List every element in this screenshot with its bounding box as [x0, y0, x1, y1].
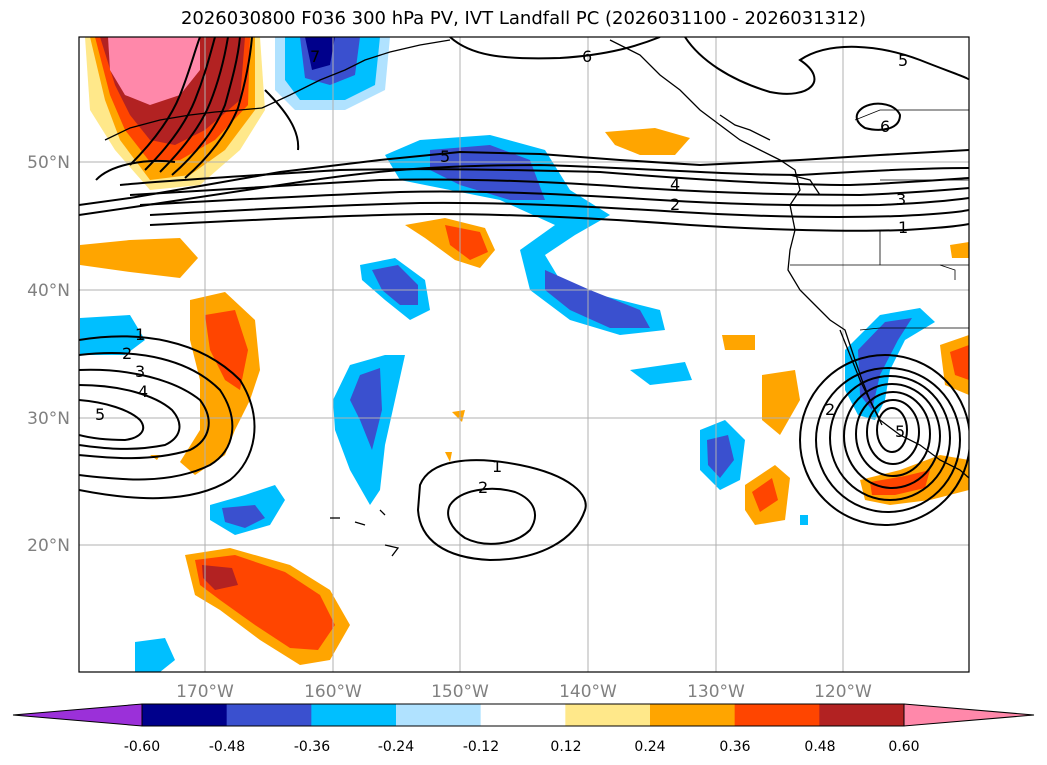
colorbar-bin — [226, 704, 312, 726]
lon-label: 160°W — [304, 682, 362, 702]
colorbar-bin — [734, 704, 820, 726]
contour-labels: 5 4 2 1 3 6 5 6 7 1 2 3 4 5 1 2 2 5 — [95, 47, 908, 497]
lon-label: 130°W — [687, 682, 745, 702]
lat-label: 50°N — [27, 153, 70, 173]
contour-label: 2 — [825, 400, 835, 419]
contour-label: 5 — [95, 405, 105, 424]
lon-label: 150°W — [431, 682, 489, 702]
colorbar-tick-label: -0.36 — [294, 739, 330, 755]
colorbar-outline-right — [903, 703, 1035, 727]
colorbar-outline-left — [12, 703, 143, 727]
colorbar-tick-label: -0.24 — [378, 739, 414, 755]
colorbar-ticks: -0.60 -0.48 -0.36 -0.24 -0.12 0.12 0.24 … — [124, 739, 920, 755]
contour-label: 2 — [478, 478, 488, 497]
contour-label: 3 — [135, 362, 145, 381]
contour-label: 6 — [582, 47, 592, 66]
colorbar-tick-label: 0.48 — [804, 739, 835, 755]
colorbar-bin — [650, 704, 736, 726]
lat-label: 40°N — [27, 281, 70, 301]
colorbar-tick-label: 0.24 — [634, 739, 665, 755]
map-border — [78, 36, 970, 673]
contour-label: 5 — [440, 147, 450, 166]
contour-label: 5 — [898, 51, 908, 70]
contour-label: 3 — [896, 190, 906, 209]
political-borders — [790, 109, 969, 331]
colorbar-tick-label: 0.60 — [888, 739, 919, 755]
colorbar-bin — [480, 704, 566, 726]
contour-label: 6 — [880, 117, 890, 136]
lon-label: 120°W — [814, 682, 872, 702]
colorbar-tick-label: 0.36 — [719, 739, 750, 755]
lon-label: 140°W — [559, 682, 617, 702]
map-title: 2026030800 F036 300 hPa PV, IVT Landfall… — [180, 8, 867, 29]
lat-label: 30°N — [27, 409, 70, 429]
contour-label: 2 — [670, 195, 680, 214]
colorbar-tick-label: -0.60 — [124, 739, 160, 755]
latitude-labels: 50°N 40°N 30°N 20°N — [27, 153, 70, 556]
colorbar-tick-label: -0.48 — [209, 739, 245, 755]
colorbar-extend-left — [13, 704, 142, 726]
colorbar-bin — [311, 704, 397, 726]
colorbar-tick-label: 0.12 — [550, 739, 581, 755]
contour-label: 1 — [492, 457, 502, 476]
contour-label: 7 — [310, 47, 320, 66]
contour-label: 1 — [135, 325, 145, 344]
colorbar-bin — [142, 704, 228, 726]
lon-label: 170°W — [176, 682, 234, 702]
colorbar-extend-right — [904, 704, 1034, 726]
colorbar: -0.60 -0.48 -0.36 -0.24 -0.12 0.12 0.24 … — [12, 703, 1035, 755]
coastlines — [104, 39, 969, 557]
longitude-labels: 170°W 160°W 150°W 140°W 130°W 120°W — [176, 682, 872, 702]
colorbar-tick-label: -0.12 — [463, 739, 499, 755]
colorbar-bin — [565, 704, 651, 726]
lat-label: 20°N — [27, 536, 70, 556]
contour-label: 4 — [670, 175, 680, 194]
contour-label: 1 — [898, 218, 908, 237]
ivt-contours — [79, 37, 969, 562]
contour-label: 4 — [138, 382, 148, 401]
contour-label: 2 — [122, 344, 132, 363]
contour-label: 5 — [895, 422, 905, 441]
graticule — [79, 37, 969, 672]
colorbar-bin — [819, 704, 905, 726]
colorbar-bin — [396, 704, 482, 726]
